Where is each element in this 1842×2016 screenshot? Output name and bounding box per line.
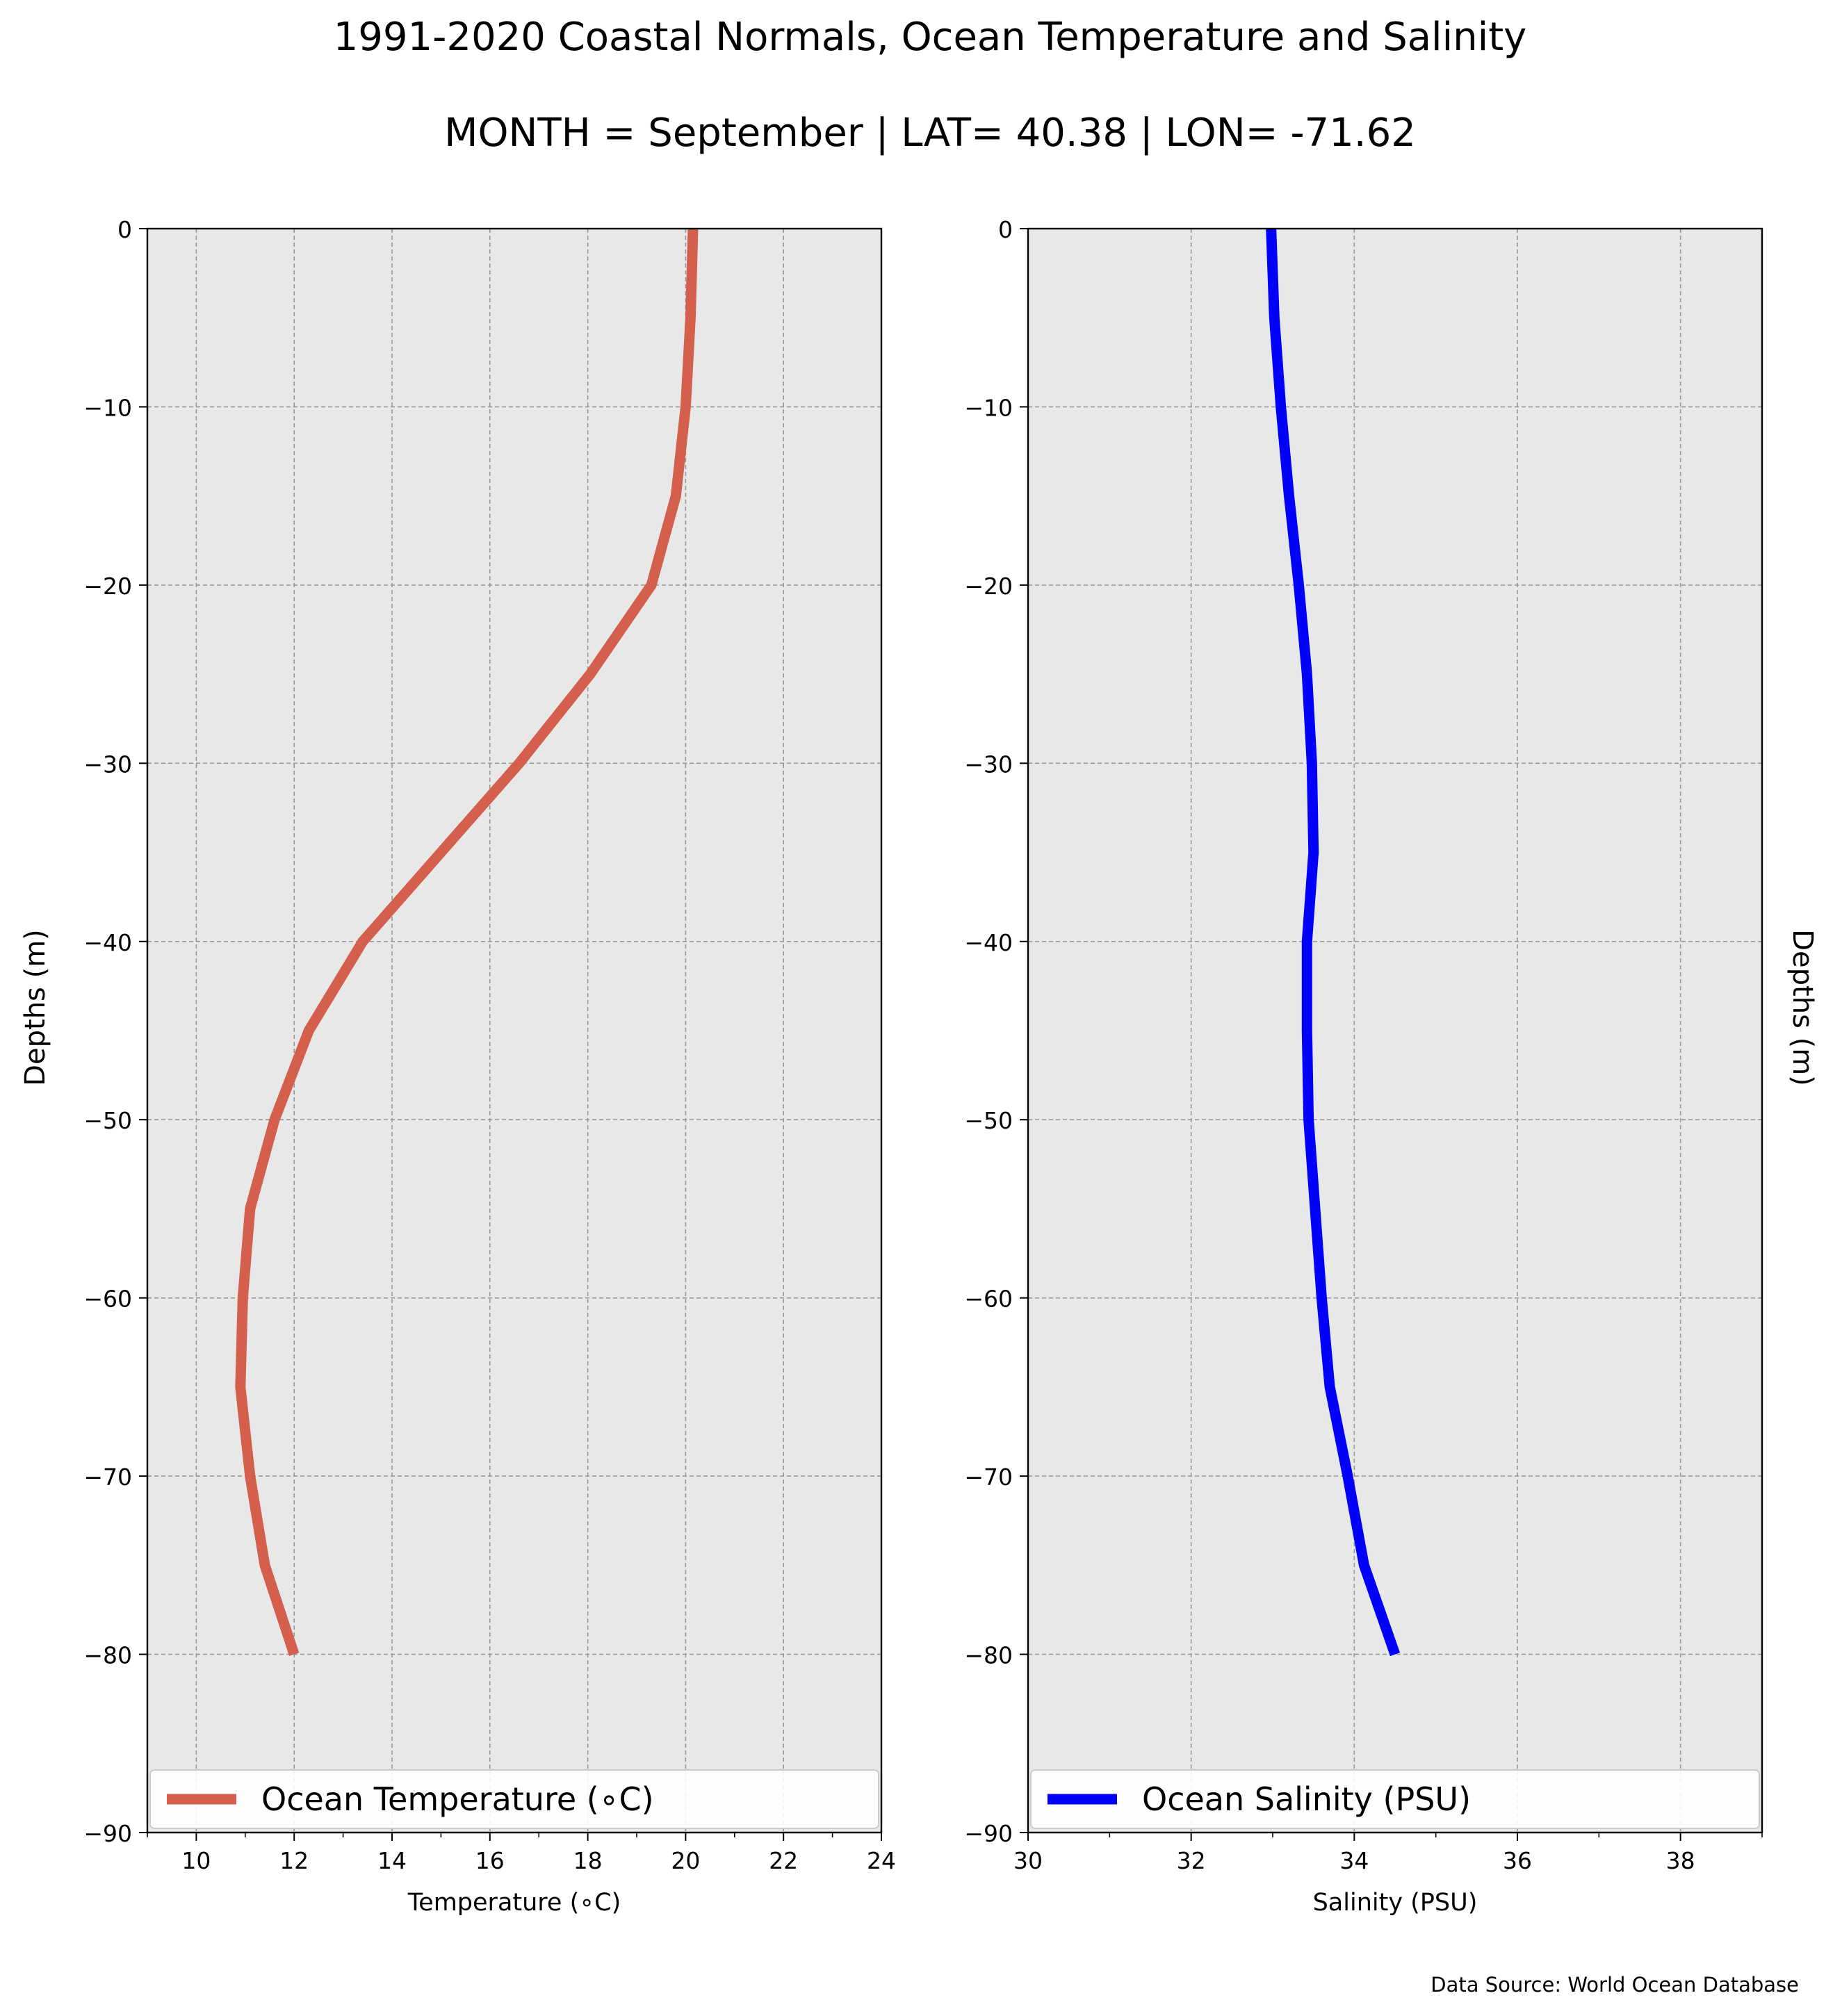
figure-subtitle: MONTH = September | LAT= 40.38 | LON= -7…: [444, 110, 1416, 156]
sal-xtick-label: 34: [1339, 1847, 1369, 1874]
sal-ytick-label: −70: [964, 1464, 1013, 1491]
sal-ytick-label: −60: [964, 1286, 1013, 1313]
temp-legend-label: Ocean Temperature (∘C): [261, 1780, 654, 1818]
temp-xtick-label: 10: [181, 1847, 211, 1874]
sal-series-line: [1266, 228, 1401, 1657]
sal-legend-label: Ocean Salinity (PSU): [1142, 1780, 1471, 1818]
sal-xtick-label: 38: [1666, 1847, 1695, 1874]
temp-xtick-label: 22: [769, 1847, 798, 1874]
sal-ytick-label: −50: [964, 1107, 1013, 1134]
left-ylabel: Depths (m): [19, 929, 51, 1086]
temp-ytick-label: −90: [83, 1820, 132, 1847]
sal-ytick-label: −40: [964, 929, 1013, 956]
sal-xtick-label: 32: [1177, 1847, 1206, 1874]
sal-ytick-label: −30: [964, 751, 1013, 778]
sal-xlabel: Salinity (PSU): [1313, 1889, 1478, 1917]
temp-plot-area: [147, 229, 881, 1833]
sal-xtick-label: 36: [1503, 1847, 1532, 1874]
temp-ytick-label: −20: [83, 573, 132, 600]
temp-ytick-label: −30: [83, 751, 132, 778]
temp-xtick-label: 16: [475, 1847, 505, 1874]
figure-title: 1991-2020 Coastal Normals, Ocean Tempera…: [334, 15, 1527, 60]
temp-series-line: [235, 228, 699, 1656]
temp-xtick-label: 20: [671, 1847, 700, 1874]
right-ylabel: Depths (m): [1786, 929, 1818, 1086]
sal-axes-frame: [1027, 227, 1763, 1834]
temp-ytick-label: −70: [83, 1464, 132, 1491]
data-source-note: Data Source: World Ocean Database: [1431, 1973, 1799, 1997]
temperature-chart: 0 −10 −20 −30 −40 −50 −60 −70 −80 −90 10 12 14 16 18 20…: [83, 216, 896, 1917]
sal-ytick-label: −90: [964, 1820, 1013, 1847]
sal-ytick-label: 0: [998, 216, 1013, 243]
temp-xtick-label: 18: [573, 1847, 603, 1874]
temp-xtick-label: 14: [377, 1847, 407, 1874]
temp-xlabel: Temperature (∘C): [407, 1889, 621, 1917]
temp-legend-box: [149, 1769, 879, 1829]
sal-ytick-label: −20: [964, 573, 1013, 600]
sal-plot-area: [1028, 229, 1762, 1833]
sal-ytick-label: −10: [964, 394, 1013, 421]
temp-ytick-label: −10: [83, 394, 132, 421]
temp-ytick-label: −60: [83, 1286, 132, 1313]
temp-ytick-label: −80: [83, 1642, 132, 1669]
sal-xtick-label: 30: [1013, 1847, 1043, 1874]
temp-ytick-label: −50: [83, 1107, 132, 1134]
temp-xtick-label: 24: [867, 1847, 896, 1874]
sal-legend-box: [1030, 1769, 1760, 1829]
temp-ytick-label: 0: [117, 216, 132, 243]
sal-ytick-label: −80: [964, 1642, 1013, 1669]
temp-axes-frame: [146, 227, 883, 1834]
temp-ytick-label: −40: [83, 929, 132, 956]
temp-xtick-label: 12: [279, 1847, 309, 1874]
